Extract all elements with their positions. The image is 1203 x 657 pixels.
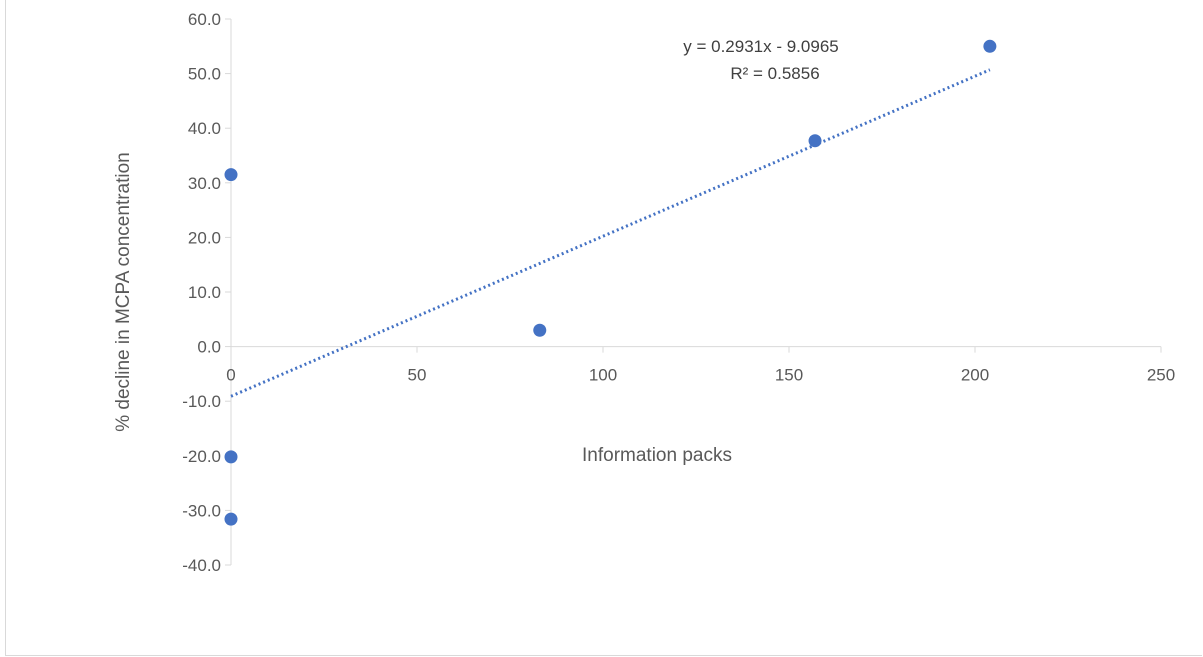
y-tick-label: -40.0 [182,556,221,575]
data-point [224,450,238,464]
y-tick-label: -30.0 [182,501,221,520]
x-tick-label: 250 [1147,366,1175,385]
y-tick-label: -10.0 [182,392,221,411]
y-tick-label: 10.0 [188,283,221,302]
y-tick-label: -20.0 [182,447,221,466]
y-tick-label: 50.0 [188,65,221,84]
axes [230,19,1161,565]
y-tick-label: 20.0 [188,228,221,247]
data-point [224,168,238,182]
y-tick-label: 30.0 [188,174,221,193]
data-points [224,39,997,526]
y-axis-title: % decline in MCPA concentration [113,152,134,432]
x-tick-label: 0 [226,366,235,385]
trendline [230,68,991,398]
x-tick-label: 200 [961,366,989,385]
data-point [808,134,822,148]
data-point [224,512,238,526]
chart-area [5,0,1202,656]
y-tick-label: 40.0 [188,119,221,138]
y-tick-label: 0.0 [197,338,221,357]
y-tick-label: 60.0 [188,10,221,29]
data-point [533,323,547,337]
data-point [983,39,997,53]
x-tick-label: 100 [589,366,617,385]
trendline-layer [230,68,991,398]
trendline-equation: y = 0.2931x - 9.0965 [683,37,838,56]
x-tick-label: 50 [408,366,427,385]
x-tick-label: 150 [775,366,803,385]
x-axis-title: Information packs [582,445,732,466]
y-axis-ticks: 60.0 50.0 40.0 30.0 20.0 10.0 0.0 -10.0 -20.0 -30… [182,10,231,575]
r-squared-label: R² = 0.5856 [730,64,819,83]
x-axis-ticks: 0 50 100 150 200 250 [226,346,1175,385]
